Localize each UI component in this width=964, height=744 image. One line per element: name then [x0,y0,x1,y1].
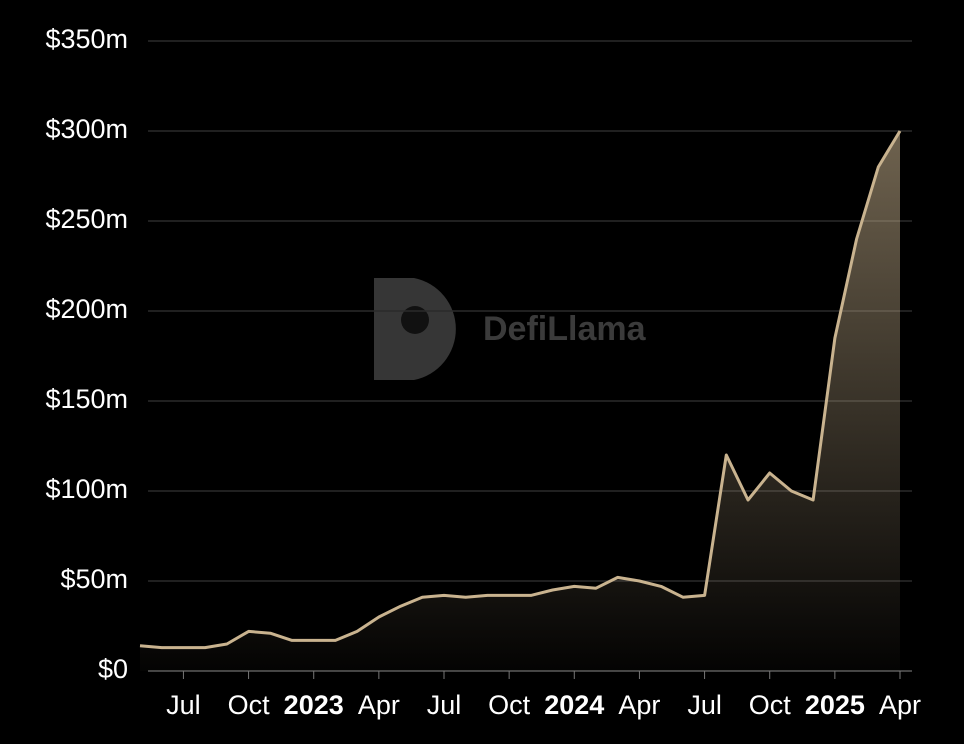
y-tick-label: $250m [45,204,128,234]
area [140,131,900,671]
x-tick-label: Jul [427,690,462,720]
y-tick-label: $200m [45,294,128,324]
x-tick-label: 2025 [805,690,865,720]
x-tick-label: Apr [618,690,660,720]
y-tick-label: $350m [45,24,128,54]
watermark-text: DefiLlama [483,310,647,348]
y-tick-label: $150m [45,384,128,414]
x-tick-label: 2023 [284,690,344,720]
x-tick-label: Jul [687,690,722,720]
x-tick-label: Oct [749,690,792,720]
x-tick-label: 2024 [544,690,604,720]
watermark-logo [374,278,456,380]
x-tick-label: Apr [879,690,921,720]
line [139,130,902,650]
watermark: DefiLlama [374,278,647,380]
x-tick-label: Oct [488,690,531,720]
x-tick-label: Jul [166,690,201,720]
y-tick-label: $100m [45,474,128,504]
y-tick-label: $0 [98,654,128,684]
x-tick-label: Apr [358,690,400,720]
y-tick-label: $50m [60,564,128,594]
y-tick-label: $300m [45,114,128,144]
x-tick-label: Oct [228,690,271,720]
watermark-llama [401,306,429,334]
